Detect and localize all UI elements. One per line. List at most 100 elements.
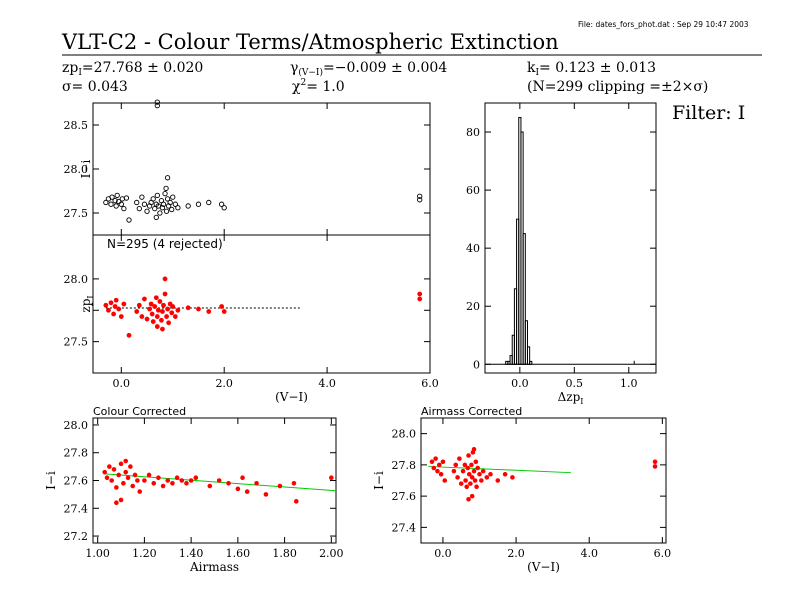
hist-x-label: ΔzpI <box>558 390 584 406</box>
airmass-corrected-point <box>471 446 477 452</box>
zp-point <box>139 314 145 319</box>
zp-point <box>121 301 127 307</box>
colour-corrected-point <box>135 478 140 483</box>
zp-point <box>116 306 122 312</box>
y-tick-label: 60 <box>466 184 480 197</box>
raw-point <box>126 217 132 223</box>
airmass-corrected-point <box>435 468 440 474</box>
airmass-corrected-point <box>473 459 479 465</box>
x-tick-label: 4.0 <box>580 547 598 560</box>
raw-plot-frame <box>92 102 431 236</box>
airmass-corrected-point <box>474 484 479 490</box>
zp-point <box>154 324 160 329</box>
clipping-text: (N=299 clipping =±2×σ) <box>527 79 708 95</box>
colour-corrected-point <box>263 492 269 497</box>
airmass-corrected-point <box>455 475 460 480</box>
airmass-corrected-point <box>465 465 471 471</box>
raw-point <box>136 205 142 212</box>
zp-point <box>170 304 176 309</box>
colour-corrected-point <box>130 483 136 489</box>
raw-point <box>144 208 150 214</box>
airmass-corrected-point <box>652 459 658 465</box>
airmass-corrected-point <box>488 471 493 477</box>
colour-corrected-point <box>235 486 241 492</box>
airmass-corrected-point <box>436 462 442 468</box>
raw-point <box>417 193 423 199</box>
colour-corrected-point <box>114 500 119 506</box>
y-tick-label: 27.2 <box>64 530 89 543</box>
zp-point <box>417 296 423 302</box>
raw-point <box>121 205 127 212</box>
raw-point <box>221 205 227 211</box>
file-info: File: dates_fors_phot.dat : Sep 29 10:47… <box>578 20 749 29</box>
colour-corrected-point <box>329 475 334 481</box>
zp-point <box>113 297 119 303</box>
raw-point <box>163 185 169 192</box>
colour-corrected-point <box>125 475 131 481</box>
raw-point <box>103 199 109 206</box>
colour-corrected-point <box>123 469 129 475</box>
x-tick-label: 6.0 <box>654 547 672 560</box>
x-tick-label: 0.0 <box>511 377 529 390</box>
raw-point <box>163 208 170 214</box>
zp-point <box>142 296 147 302</box>
chi2-text: χ2= 1.0 <box>292 78 345 95</box>
zp-point <box>134 309 140 314</box>
y-tick-label: 27.8 <box>392 459 417 472</box>
raw-point <box>164 175 171 181</box>
raw-point <box>160 201 167 207</box>
raw-point <box>154 102 160 109</box>
airmass-corrected-point <box>457 456 462 461</box>
raw-point <box>141 201 148 207</box>
airmass-corrected-point <box>480 468 486 474</box>
kcoef-text: kI= 0.123 ± 0.013 <box>527 60 656 78</box>
airmass-corrected-point <box>472 478 478 483</box>
x-tick-label: 1.60 <box>226 547 251 560</box>
airmass-corrected-point <box>502 471 508 477</box>
colour-corrected-point <box>193 475 199 481</box>
zp-point <box>150 319 156 324</box>
airmass-corrected-fit-line <box>428 465 571 474</box>
zp-point <box>196 306 201 312</box>
airmass-corrected-point <box>433 456 438 461</box>
raw-point <box>164 196 171 202</box>
zp-point <box>160 309 165 314</box>
raw-point <box>218 201 225 207</box>
zp-point <box>417 291 423 297</box>
colour-corrected-point <box>114 485 119 490</box>
raw-point <box>134 199 140 206</box>
airmass-corrected-point <box>460 468 466 474</box>
colour-corrected-point <box>156 475 161 481</box>
airmass-corrected-point <box>464 484 470 490</box>
sigma-text: σ= 0.043 <box>62 79 128 95</box>
colour-corrected-point <box>293 499 299 504</box>
zp-point <box>108 300 114 306</box>
raw-point <box>157 210 163 216</box>
zp-point <box>159 317 164 323</box>
airmass-corrected-point <box>458 481 464 486</box>
colour-corrected-point <box>102 469 107 475</box>
zp-point <box>149 311 155 317</box>
zp-point <box>172 314 178 319</box>
y-tick-label: 20 <box>466 300 480 313</box>
x-tick-label: 1.00 <box>85 547 110 560</box>
zp-point <box>155 307 161 313</box>
raw-point <box>185 203 191 209</box>
colour-corrected-point <box>107 464 112 469</box>
x-tick-label: 0.0 <box>434 547 452 560</box>
airmass-corrected-point <box>510 475 515 480</box>
airmass-corrected-point <box>652 464 658 469</box>
zp-point <box>112 304 118 309</box>
colour-corrected-point <box>277 483 283 489</box>
x-tick-label: 2.0 <box>215 377 233 390</box>
colour-corrected-point <box>109 478 114 483</box>
colour-corrected-point <box>123 458 129 464</box>
colour-corrected-point <box>240 475 245 481</box>
airmass-corrected-point <box>479 478 484 483</box>
raw-point <box>153 214 159 221</box>
airmass-corrected-point <box>469 475 475 480</box>
colour-corrected-plot-frame <box>92 417 337 544</box>
zp-point <box>103 302 109 308</box>
raw-point <box>170 194 176 200</box>
zp-point <box>154 314 160 319</box>
